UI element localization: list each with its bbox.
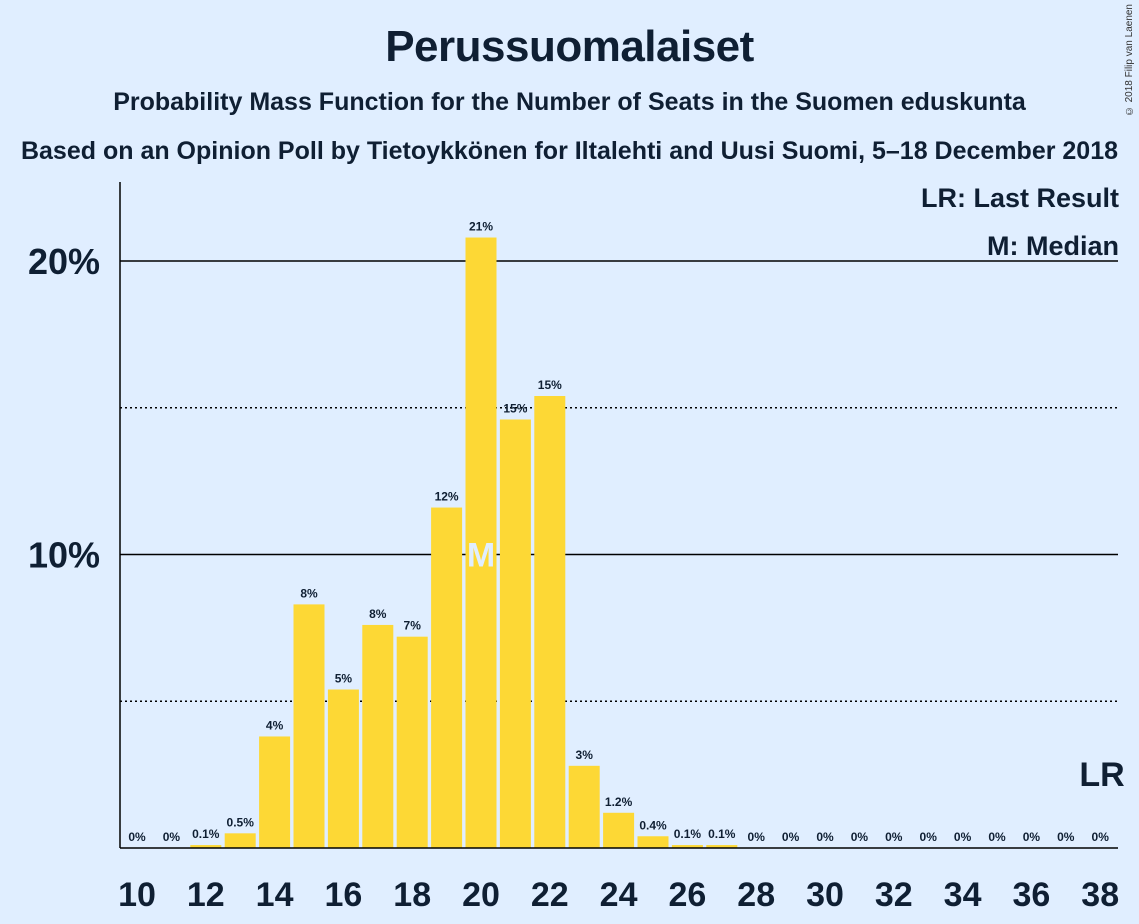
data-label-seat-31: 0%	[851, 830, 869, 844]
data-label-seat-35: 0%	[988, 830, 1006, 844]
x-tick-label-12: 12	[187, 876, 225, 914]
x-tick-label-30: 30	[806, 876, 844, 914]
data-label-seat-14: 4%	[266, 718, 284, 732]
data-label-seat-28: 0%	[748, 830, 766, 844]
bar-seat-19	[431, 507, 463, 848]
x-tick-label-18: 18	[393, 876, 431, 914]
data-label-seat-16: 5%	[335, 672, 353, 686]
data-label-seat-36: 0%	[1023, 830, 1041, 844]
x-tick-label-20: 20	[462, 876, 500, 914]
bar-seat-26	[671, 845, 703, 848]
legend-median: M: Median	[987, 231, 1119, 261]
data-label-seat-21: 15%	[503, 401, 527, 415]
bar-seat-23	[568, 765, 600, 848]
last-result-marker: LR	[1079, 756, 1124, 794]
median-marker: M	[467, 536, 495, 574]
chart-subtitle: Probability Mass Function for the Number…	[113, 88, 1026, 116]
x-tick-label-10: 10	[118, 876, 156, 914]
data-label-seat-27: 0.1%	[708, 827, 736, 841]
data-label-seat-17: 8%	[369, 607, 387, 621]
data-label-seat-32: 0%	[885, 830, 903, 844]
x-tick-label-28: 28	[737, 876, 775, 914]
bar-seat-24	[603, 812, 635, 848]
y-tick-label-10: 10%	[28, 535, 100, 576]
data-label-seat-33: 0%	[920, 830, 938, 844]
x-tick-label-22: 22	[531, 876, 569, 914]
bar-seat-18	[396, 636, 428, 848]
bar-seat-25	[637, 836, 669, 848]
data-label-seat-15: 8%	[300, 586, 318, 600]
data-label-seat-24: 1.2%	[605, 795, 633, 809]
data-label-seat-25: 0.4%	[639, 818, 667, 832]
bar-seat-14	[259, 736, 291, 848]
bar-seat-17	[362, 624, 394, 848]
data-label-seat-37: 0%	[1057, 830, 1075, 844]
x-tick-label-16: 16	[324, 876, 362, 914]
bar-seat-16	[327, 689, 359, 848]
legend-last-result: LR: Last Result	[920, 183, 1119, 213]
data-label-seat-34: 0%	[954, 830, 972, 844]
data-label-seat-11: 0%	[163, 830, 181, 844]
data-label-seat-23: 3%	[576, 748, 594, 762]
chart-source-subtitle: Based on an Opinion Poll by Tietoykkönen…	[20, 137, 1119, 165]
bar-seat-20	[465, 237, 497, 848]
data-label-seat-18: 7%	[404, 619, 422, 633]
data-label-seat-22: 15%	[538, 378, 562, 392]
data-label-seat-10: 0%	[128, 830, 146, 844]
data-label-seat-26: 0.1%	[674, 827, 702, 841]
data-label-seat-19: 12%	[435, 490, 459, 504]
x-tick-label-14: 14	[256, 876, 294, 914]
x-tick-label-32: 32	[875, 876, 913, 914]
chart-title: Perussuomalaiset	[385, 22, 754, 71]
x-tick-label-36: 36	[1012, 876, 1050, 914]
data-label-seat-30: 0%	[816, 830, 834, 844]
bar-seat-22	[534, 396, 566, 848]
x-tick-label-26: 26	[668, 876, 706, 914]
bar-seat-12	[190, 845, 222, 848]
x-tick-label-24: 24	[600, 876, 638, 914]
data-label-seat-38: 0%	[1092, 830, 1110, 844]
x-tick-label-34: 34	[944, 876, 982, 914]
bar-seat-27	[706, 845, 738, 848]
data-label-seat-20: 21%	[469, 220, 493, 234]
bar-seat-13	[224, 833, 256, 848]
bar-seat-15	[293, 604, 325, 848]
data-label-seat-29: 0%	[782, 830, 800, 844]
x-tick-label-38: 38	[1081, 876, 1119, 914]
bar-seat-21	[499, 419, 531, 848]
y-tick-label-20: 20%	[28, 241, 100, 282]
data-label-seat-13: 0.5%	[227, 815, 255, 829]
data-label-seat-12: 0.1%	[192, 827, 220, 841]
